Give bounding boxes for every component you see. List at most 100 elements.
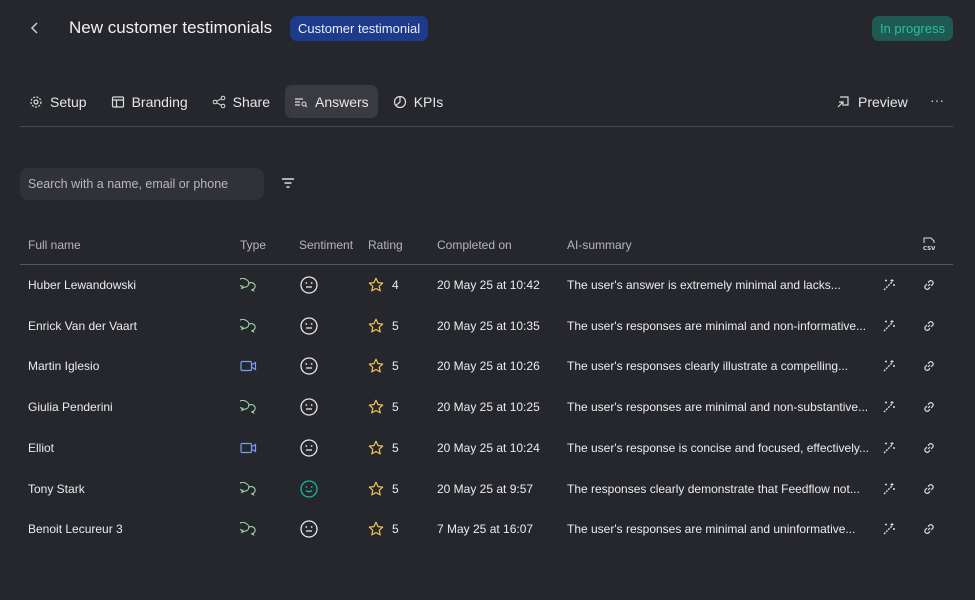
tabs-divider xyxy=(20,126,953,127)
link-icon[interactable] xyxy=(922,509,936,549)
rating-value: 5 xyxy=(392,522,399,537)
magic-wand-icon[interactable] xyxy=(882,306,896,346)
ai-summary: The user's response is concise and focus… xyxy=(567,440,870,455)
page-title: New customer testimonials xyxy=(69,18,273,37)
full-name: Elliot xyxy=(28,440,55,455)
neutral-face-icon xyxy=(300,387,318,427)
star-icon xyxy=(368,306,384,346)
column-header-type[interactable]: Type xyxy=(240,238,267,252)
chat-bubbles-icon xyxy=(240,469,256,509)
full-name: Huber Lewandowski xyxy=(28,278,137,292)
star-icon xyxy=(368,509,384,549)
share-icon xyxy=(212,95,226,109)
neutral-face-icon xyxy=(300,306,318,346)
completed-on: 20 May 25 at 10:25 xyxy=(437,400,540,415)
rating-value: 5 xyxy=(392,318,399,333)
ai-summary: The user's responses are minimal and non… xyxy=(567,318,867,333)
ai-summary: The user's responses are minimal and uni… xyxy=(567,522,856,537)
rating-value: 5 xyxy=(392,400,399,415)
link-icon[interactable] xyxy=(922,469,936,509)
tab-setup[interactable]: Setup xyxy=(20,85,96,118)
csv-icon[interactable]: CSV xyxy=(923,237,935,251)
ai-summary: The user's answer is extremely minimal a… xyxy=(567,278,841,292)
chat-bubbles-icon xyxy=(240,265,256,305)
star-icon xyxy=(368,265,384,305)
table-row[interactable]: Giulia Penderini 5 20 May 25 at 10:25 Th… xyxy=(20,387,953,427)
link-icon[interactable] xyxy=(922,306,936,346)
table-row[interactable]: Benoit Lecureur 3 5 7 May 25 at 16:07 Th… xyxy=(20,509,953,549)
header-divider xyxy=(20,264,953,265)
video-icon xyxy=(240,428,257,468)
answers-icon xyxy=(294,95,308,109)
search-input[interactable] xyxy=(20,168,264,200)
table-row[interactable]: Enrick Van der Vaart 5 20 May 25 at 10:3… xyxy=(20,306,953,346)
more-options-button[interactable]: ··· xyxy=(930,92,944,108)
tab-share[interactable]: Share xyxy=(203,85,279,118)
column-header-completed[interactable]: Completed on xyxy=(437,238,512,252)
completed-on: 20 May 25 at 10:24 xyxy=(437,440,540,455)
status-badge: In progress xyxy=(871,16,953,41)
full-name: Giulia Penderini xyxy=(28,400,113,415)
star-icon xyxy=(368,387,384,427)
gear-icon xyxy=(29,95,43,109)
rating-value: 5 xyxy=(392,359,399,374)
star-icon xyxy=(368,428,384,468)
magic-wand-icon[interactable] xyxy=(882,346,896,386)
table-row[interactable]: Huber Lewandowski 4 20 May 25 at 10:42 T… xyxy=(20,265,953,305)
rating-value: 5 xyxy=(392,481,399,496)
ai-summary: The user's responses are minimal and non… xyxy=(567,400,869,415)
tab-branding[interactable]: Branding xyxy=(102,85,197,118)
ai-summary: The responses clearly demonstrate that F… xyxy=(567,481,860,496)
link-icon[interactable] xyxy=(922,265,936,305)
full-name: Martin Iglesio xyxy=(28,359,100,374)
full-name: Enrick Van der Vaart xyxy=(28,318,137,333)
star-icon xyxy=(368,346,384,386)
table-row[interactable]: Martin Iglesio 5 20 May 25 at 10:26 The … xyxy=(20,346,953,386)
neutral-face-icon xyxy=(300,509,318,549)
preview-button[interactable]: Preview xyxy=(836,85,908,118)
completed-on: 20 May 25 at 10:26 xyxy=(437,359,540,374)
magic-wand-icon[interactable] xyxy=(882,509,896,549)
magic-wand-icon[interactable] xyxy=(882,265,896,305)
back-button[interactable] xyxy=(28,18,44,38)
smile-face-icon xyxy=(300,469,318,509)
tab-kpis[interactable]: KPIs xyxy=(384,85,453,118)
link-icon[interactable] xyxy=(922,428,936,468)
completed-on: 7 May 25 at 16:07 xyxy=(437,522,534,537)
column-header-name[interactable]: Full name xyxy=(28,238,81,252)
completed-on: 20 May 25 at 10:35 xyxy=(437,318,540,333)
full-name: Tony Stark xyxy=(28,481,85,496)
tab-answers[interactable]: Answers xyxy=(285,85,378,118)
video-icon xyxy=(240,346,257,386)
type-badge: Customer testimonial xyxy=(290,16,429,41)
magic-wand-icon[interactable] xyxy=(882,469,896,509)
chat-bubbles-icon xyxy=(240,387,256,427)
magic-wand-icon[interactable] xyxy=(882,428,896,468)
filter-icon[interactable] xyxy=(281,178,295,188)
tab-bar: Setup Branding Share Answers KPIs xyxy=(20,85,452,118)
full-name: Benoit Lecureur 3 xyxy=(28,522,123,537)
link-icon[interactable] xyxy=(922,346,936,386)
rating-value: 4 xyxy=(392,278,399,292)
completed-on: 20 May 25 at 9:57 xyxy=(437,481,534,496)
star-icon xyxy=(368,469,384,509)
preview-icon xyxy=(836,95,850,109)
magic-wand-icon[interactable] xyxy=(882,387,896,427)
link-icon[interactable] xyxy=(922,387,936,427)
neutral-face-icon xyxy=(300,428,318,468)
completed-on: 20 May 25 at 10:42 xyxy=(437,278,540,292)
layout-icon xyxy=(111,95,125,109)
column-header-summary[interactable]: AI-summary xyxy=(567,238,632,252)
pie-chart-icon xyxy=(393,95,407,109)
ai-summary: The user's responses clearly illustrate … xyxy=(567,359,849,374)
table-row[interactable]: Tony Stark 5 20 May 25 at 9:57 The respo… xyxy=(20,469,953,509)
column-header-sentiment[interactable]: Sentiment xyxy=(299,238,354,252)
chat-bubbles-icon xyxy=(240,509,256,549)
neutral-face-icon xyxy=(300,265,318,305)
svg-text:CSV: CSV xyxy=(923,246,935,251)
rating-value: 5 xyxy=(392,440,399,455)
chat-bubbles-icon xyxy=(240,306,256,346)
table-row[interactable]: Elliot 5 20 May 25 at 10:24 The user's r… xyxy=(20,428,953,468)
column-header-rating[interactable]: Rating xyxy=(368,238,403,252)
neutral-face-icon xyxy=(300,346,318,386)
